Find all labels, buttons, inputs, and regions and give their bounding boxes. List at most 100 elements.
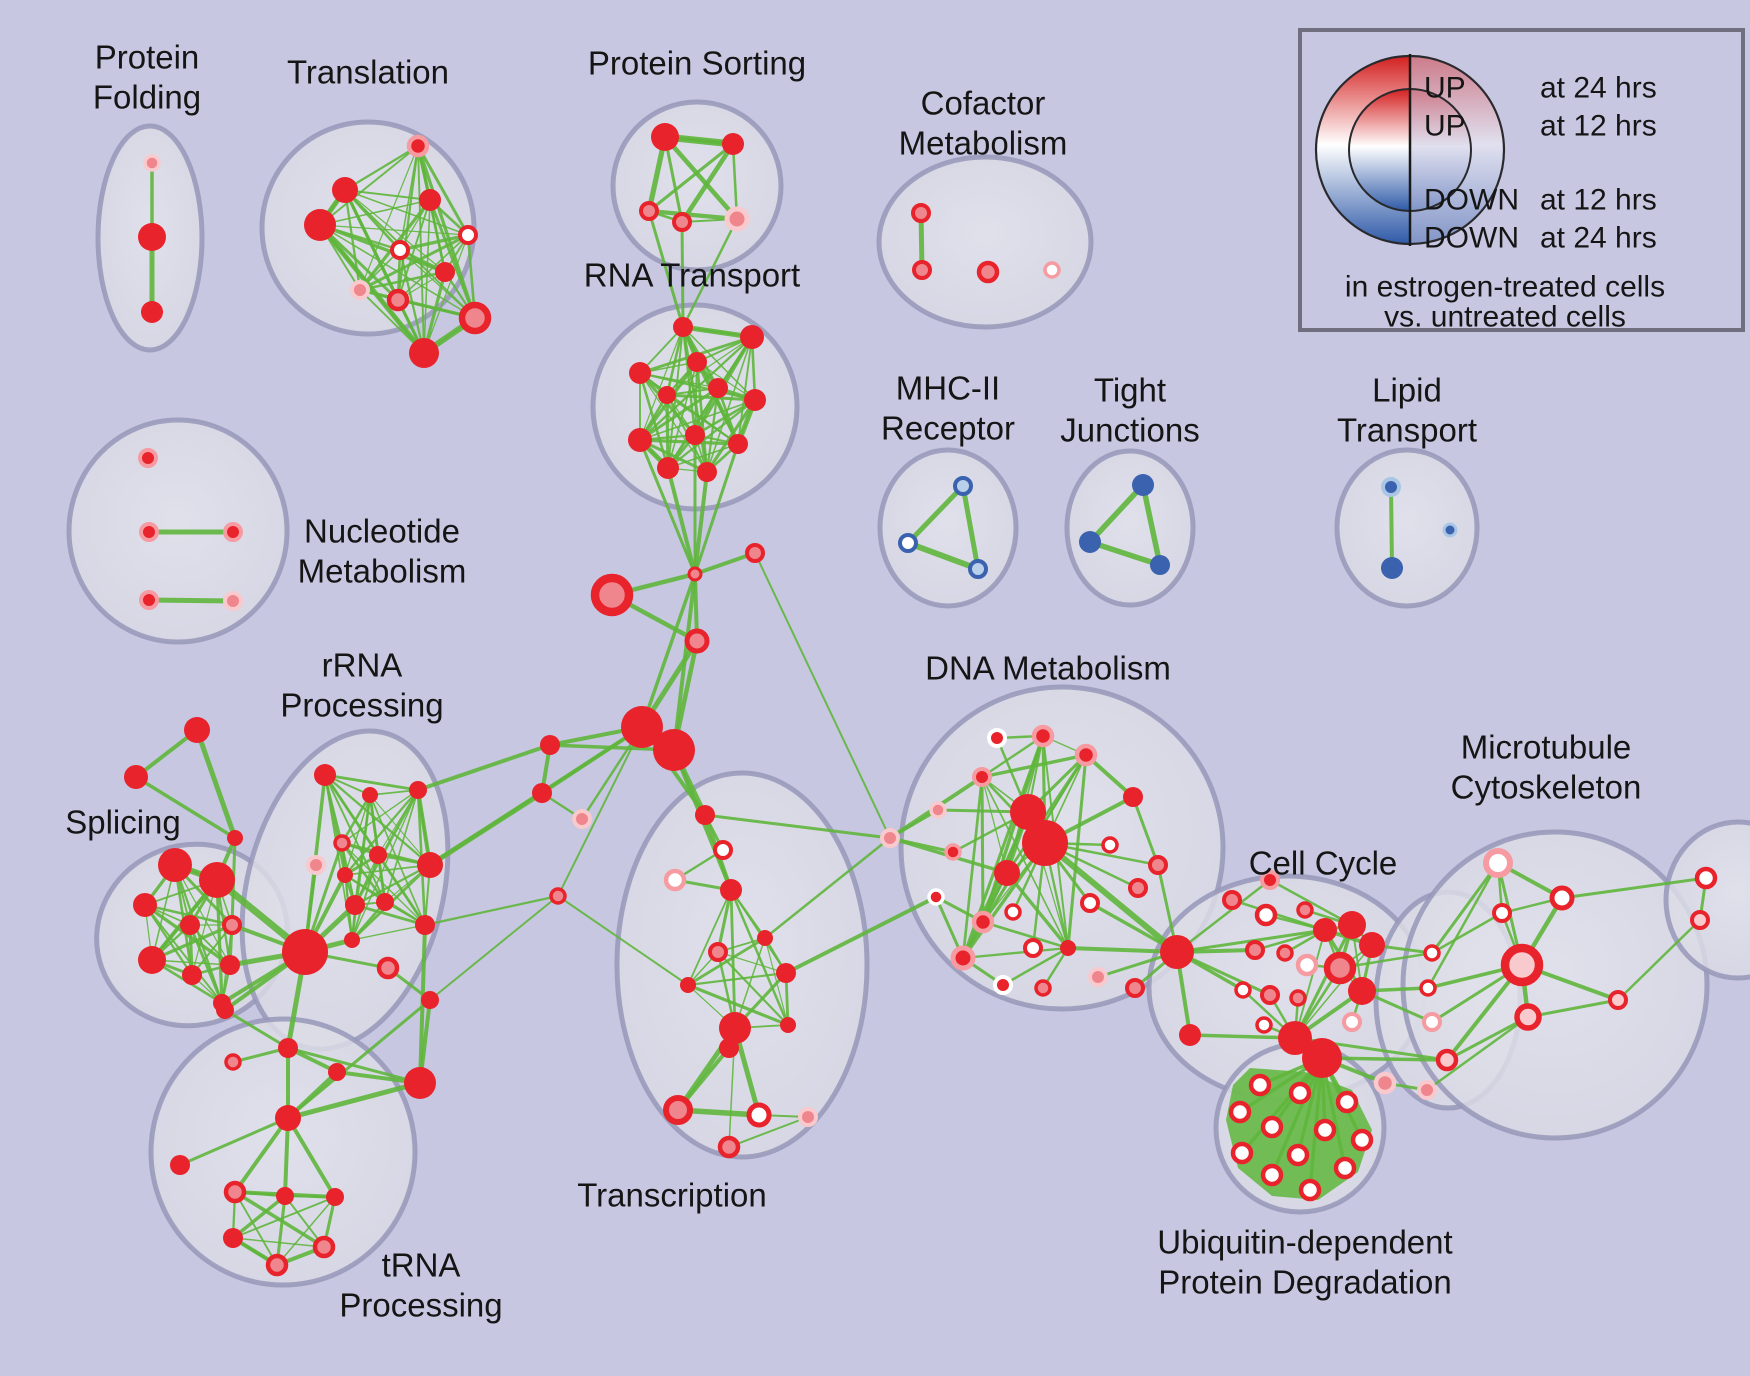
network-node-cc11	[1260, 985, 1280, 1005]
network-node-t5	[390, 240, 410, 260]
legend-direction-label-4: DOWN	[1424, 222, 1519, 255]
network-edge	[681, 325, 709, 474]
network-node-t10	[409, 338, 439, 368]
cluster-bubble-microtubule-cytoskeleton	[1400, 829, 1710, 1141]
network-edge	[351, 854, 379, 941]
network-node-d10	[994, 860, 1020, 886]
network-node-cc1	[1296, 901, 1314, 919]
network-node-s1	[722, 133, 744, 155]
network-edge	[358, 270, 447, 292]
network-edge	[353, 903, 427, 927]
network-node-ts4	[757, 930, 773, 946]
network-edge	[1270, 1056, 1324, 1177]
network-node-d8	[1010, 794, 1046, 830]
network-edge	[285, 1080, 423, 1121]
network-edge	[557, 895, 689, 986]
network-node-t0	[406, 134, 430, 158]
legend-time-label-2: at 12 hrs	[1540, 110, 1657, 143]
network-edge	[344, 189, 431, 201]
network-edge	[731, 142, 739, 221]
network-edge	[318, 223, 447, 274]
network-node-m0	[953, 476, 973, 496]
network-node-cc10	[1234, 981, 1252, 999]
network-edge	[694, 361, 698, 436]
network-node-c2	[590, 573, 634, 617]
cluster-bubble-right-edge-bubble	[1663, 819, 1750, 981]
network-node-c0	[687, 566, 703, 582]
network-node-pf1	[138, 223, 166, 251]
network-node-ts14	[798, 1107, 818, 1127]
network-node-rr14	[421, 991, 439, 1009]
network-edge	[705, 398, 757, 474]
cluster-bubble-trna-processing	[148, 1016, 418, 1288]
network-node-cc2	[1313, 918, 1337, 942]
network-edge	[1445, 1015, 1530, 1062]
network-node-cc14	[1302, 1038, 1342, 1078]
network-node-d12	[880, 828, 900, 848]
cluster-label-microtubule-cytoskeleton-line1: Microtubule	[1461, 729, 1632, 766]
network-edge	[1230, 898, 1327, 932]
network-node-t2	[419, 189, 441, 211]
network-edge	[716, 950, 790, 1027]
network-edge	[286, 1116, 337, 1199]
legend-faded-half	[1410, 56, 1504, 244]
network-edge	[416, 743, 552, 792]
network-edge	[647, 142, 735, 213]
network-node-f2	[227, 830, 243, 846]
network-node-d2	[1074, 743, 1098, 767]
network-edge	[377, 854, 426, 926]
network-node-mt9	[1694, 866, 1718, 890]
network-node-d24	[1034, 979, 1052, 997]
network-edge	[667, 443, 739, 469]
network-edge	[1087, 539, 1163, 568]
network-node-cc13	[1278, 1021, 1312, 1055]
network-edge	[980, 734, 1045, 779]
network-edge	[1293, 923, 1354, 1040]
network-node-cc17	[1342, 1012, 1362, 1032]
network-edge	[150, 923, 234, 962]
network-edge	[223, 1008, 290, 1050]
network-edge	[663, 135, 684, 224]
network-node-hub1	[621, 706, 663, 748]
network-edge	[134, 775, 237, 840]
network-node-d17	[1004, 903, 1022, 921]
network-node-rr6	[369, 846, 387, 864]
network-edge	[763, 836, 892, 940]
network-edge	[276, 1196, 336, 1266]
cluster-label-rrna-processing-line2: Processing	[280, 687, 443, 724]
legend-direction-label-1: UP	[1424, 72, 1466, 105]
network-node-d14	[1148, 855, 1168, 875]
network-edge	[144, 904, 223, 1004]
legend-note-line1: in estrogen-treated cells	[1345, 271, 1665, 304]
network-node-cc9	[1348, 977, 1376, 1005]
network-node-b2	[1422, 1012, 1442, 1032]
cluster-label-tight-junctions-line2: Junctions	[1060, 412, 1199, 449]
network-edge	[1140, 482, 1163, 568]
cluster-label-nucleotide-metabolism-line2: Metabolism	[298, 553, 467, 590]
network-node-d19	[1128, 878, 1148, 898]
network-node-u11	[1298, 1178, 1322, 1202]
network-node-rr7	[417, 852, 443, 878]
cluster-label-mhc-ii-receptor-line2: Receptor	[881, 410, 1015, 447]
network-node-ts2	[663, 868, 687, 892]
network-edge	[233, 1116, 290, 1194]
network-node-t1	[332, 177, 358, 203]
network-node-m1	[898, 533, 918, 553]
network-edge	[1560, 876, 1708, 900]
network-edge	[1526, 998, 1620, 1019]
network-edge	[283, 1116, 290, 1198]
network-node-d27	[1125, 978, 1145, 998]
network-edge	[351, 924, 426, 941]
network-edge	[353, 788, 420, 907]
network-node-mt0	[1483, 848, 1513, 878]
network-node-rr5	[337, 867, 353, 883]
cluster-label-splicing-line1: Splicing	[65, 804, 181, 841]
network-node-t6	[435, 262, 455, 282]
cluster-bubble-cofactor-metabolism	[876, 154, 1094, 330]
legend-note-line2: vs. untreated cells	[1384, 301, 1626, 334]
network-edge	[717, 951, 787, 974]
network-edge	[1616, 918, 1702, 1002]
network-node-nm3	[139, 590, 159, 610]
network-node-rr19	[224, 1053, 242, 1071]
network-edge	[423, 894, 560, 927]
